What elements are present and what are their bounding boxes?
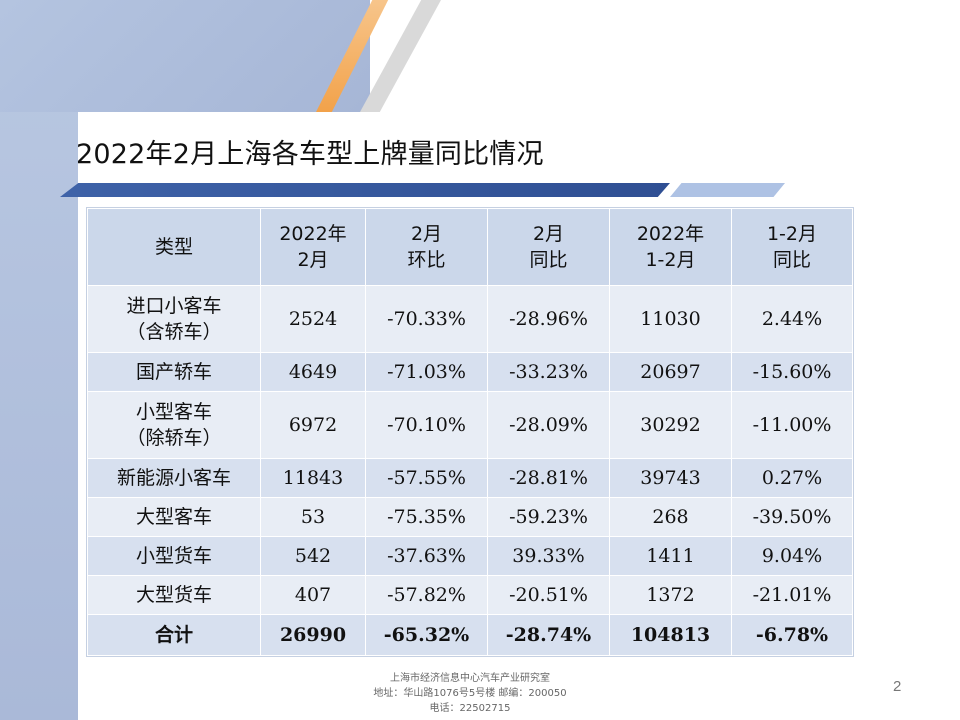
total-feb-mom: -65.32% [365,614,488,656]
cell-feb-mom: -57.55% [365,458,488,498]
cell-ytd-count: 268 [609,497,732,537]
cell-feb-yoy: -20.51% [487,575,610,615]
total-feb-yoy: -28.74% [487,614,610,656]
cell-ytd-count: 1372 [609,575,732,615]
cell-ytd-count: 1411 [609,536,732,576]
background-left-panel [0,0,78,720]
cell-ytd-count: 30292 [609,391,732,459]
total-ytd-count: 104813 [609,614,732,656]
cell-feb-count: 53 [260,497,366,537]
cell-feb-count: 11843 [260,458,366,498]
cell-ytd-yoy: -21.01% [731,575,853,615]
header-jan-feb-2022: 2022年 1-2月 [609,208,732,286]
cell-feb-yoy: -28.96% [487,285,610,353]
footer-address: 地址：华山路1076号5号楼 邮编：200050 [373,688,567,699]
cell-feb-count: 4649 [260,352,366,392]
table-row: 小型客车 （除轿车） 6972 -70.10% -28.09% 30292 -1… [87,391,853,459]
cell-feb-yoy: 39.33% [487,536,610,576]
cell-ytd-yoy: -11.00% [731,391,853,459]
title-band-light [670,183,785,197]
page-number: 2 [893,678,902,695]
title-underline-band [60,183,800,197]
cell-feb-mom: -70.10% [365,391,488,459]
cell-feb-yoy: -33.23% [487,352,610,392]
row-type: 大型货车 [87,575,261,615]
row-type: 国产轿车 [87,352,261,392]
background-top-panel [0,0,370,112]
header-feb-yoy: 2月 同比 [487,208,610,286]
cell-feb-mom: -37.63% [365,536,488,576]
row-type: 新能源小客车 [87,458,261,498]
cell-ytd-yoy: 9.04% [731,536,853,576]
table-row: 大型客车 53 -75.35% -59.23% 268 -39.50% [87,497,853,537]
total-ytd-yoy: -6.78% [731,614,853,656]
footer-phone: 电话：22502715 [429,703,511,714]
cell-feb-yoy: -28.81% [487,458,610,498]
page-title: 2022年2月上海各车型上牌量同比情况 [76,139,544,170]
cell-ytd-yoy: 2.44% [731,285,853,353]
table-row: 小型货车 542 -37.63% 39.33% 1411 9.04% [87,536,853,576]
cell-ytd-yoy: 0.27% [731,458,853,498]
cell-ytd-yoy: -39.50% [731,497,853,537]
total-feb-count: 26990 [260,614,366,656]
table-header-row: 类型 2022年 2月 2月 环比 2月 同比 2022年 1-2月 1-2月 … [87,208,853,286]
registration-table: 类型 2022年 2月 2月 环比 2月 同比 2022年 1-2月 1-2月 … [87,208,853,656]
cell-ytd-yoy: -15.60% [731,352,853,392]
footer-contact: 上海市经济信息中心汽车产业研究室 地址：华山路1076号5号楼 邮编：20005… [320,671,620,716]
cell-feb-count: 542 [260,536,366,576]
row-type: 小型货车 [87,536,261,576]
row-type: 进口小客车 （含轿车） [87,285,261,353]
cell-feb-yoy: -59.23% [487,497,610,537]
table-row: 新能源小客车 11843 -57.55% -28.81% 39743 0.27% [87,458,853,498]
table-total-row: 合计 26990 -65.32% -28.74% 104813 -6.78% [87,614,853,656]
table-row: 进口小客车 （含轿车） 2524 -70.33% -28.96% 11030 2… [87,285,853,353]
total-label: 合计 [87,614,261,656]
cell-feb-mom: -71.03% [365,352,488,392]
header-feb-2022: 2022年 2月 [260,208,366,286]
table-row: 国产轿车 4649 -71.03% -33.23% 20697 -15.60% [87,352,853,392]
row-type: 小型客车 （除轿车） [87,391,261,459]
header-type: 类型 [87,208,261,286]
cell-ytd-count: 20697 [609,352,732,392]
cell-feb-mom: -57.82% [365,575,488,615]
header-jan-feb-yoy: 1-2月 同比 [731,208,853,286]
cell-feb-count: 407 [260,575,366,615]
cell-ytd-count: 39743 [609,458,732,498]
cell-feb-yoy: -28.09% [487,391,610,459]
row-type: 大型客车 [87,497,261,537]
cell-feb-mom: -70.33% [365,285,488,353]
cell-ytd-count: 11030 [609,285,732,353]
header-feb-mom: 2月 环比 [365,208,488,286]
cell-feb-mom: -75.35% [365,497,488,537]
cell-feb-count: 2524 [260,285,366,353]
table-row: 大型货车 407 -57.82% -20.51% 1372 -21.01% [87,575,853,615]
footer-org: 上海市经济信息中心汽车产业研究室 [390,673,550,684]
cell-feb-count: 6972 [260,391,366,459]
title-band-dark [60,183,670,197]
